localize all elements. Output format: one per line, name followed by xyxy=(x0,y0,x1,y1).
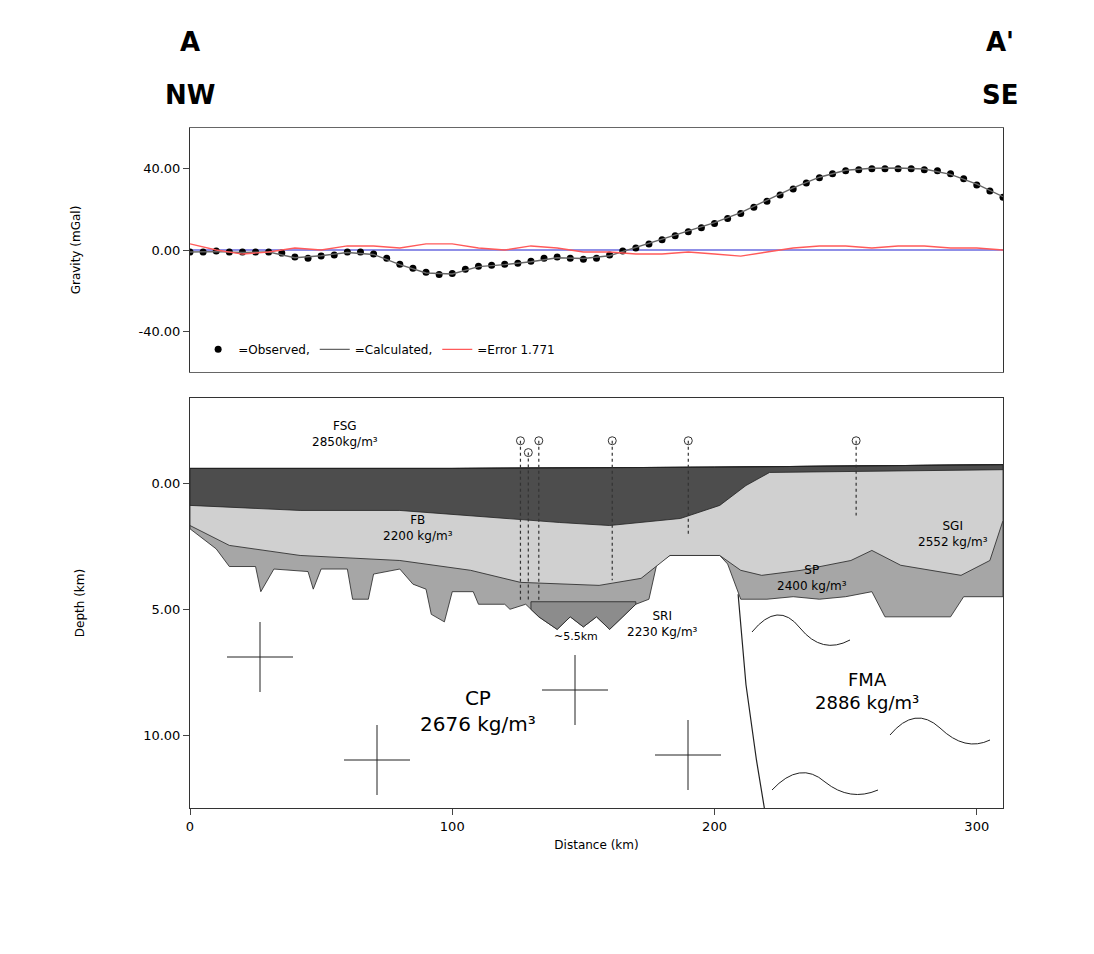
svg-text:0: 0 xyxy=(186,819,194,834)
svg-text:=Calculated,: =Calculated, xyxy=(355,343,433,357)
svg-text:SRI2230 Kg/m³: SRI2230 Kg/m³ xyxy=(627,609,698,639)
svg-text:100: 100 xyxy=(440,819,465,834)
svg-text:CP2676 kg/m³: CP2676 kg/m³ xyxy=(420,686,536,736)
svg-text:300: 300 xyxy=(964,819,989,834)
svg-text:Distance (km): Distance (km) xyxy=(554,838,638,852)
svg-text:-40.00: -40.00 xyxy=(138,324,180,339)
svg-text:200: 200 xyxy=(702,819,727,834)
svg-text:=Error 1.771: =Error 1.771 xyxy=(477,343,554,357)
svg-text:5.00: 5.00 xyxy=(151,602,180,617)
svg-text:=Observed,: =Observed, xyxy=(238,343,310,357)
svg-text:SGI2552 kg/m³: SGI2552 kg/m³ xyxy=(918,519,988,549)
svg-text:FSG2850kg/m³: FSG2850kg/m³ xyxy=(312,419,378,449)
svg-text:A: A xyxy=(180,27,200,57)
svg-text:0.00: 0.00 xyxy=(151,243,180,258)
svg-text:40.00: 40.00 xyxy=(143,161,180,176)
svg-text:FB2200 kg/m³: FB2200 kg/m³ xyxy=(383,513,453,543)
svg-text:SP2400 kg/m³: SP2400 kg/m³ xyxy=(777,563,847,593)
svg-text:0.00: 0.00 xyxy=(151,476,180,491)
svg-text:SE: SE xyxy=(982,80,1019,110)
svg-text:FMA2886 kg/m³: FMA2886 kg/m³ xyxy=(815,669,919,713)
svg-text:~5.5km: ~5.5km xyxy=(554,630,598,643)
svg-text:A': A' xyxy=(986,27,1014,57)
svg-text:10.00: 10.00 xyxy=(143,728,180,743)
svg-text:Depth (km): Depth (km) xyxy=(73,569,87,637)
svg-text:NW: NW xyxy=(165,80,215,110)
svg-text:Gravity (mGal): Gravity (mGal) xyxy=(69,206,83,295)
